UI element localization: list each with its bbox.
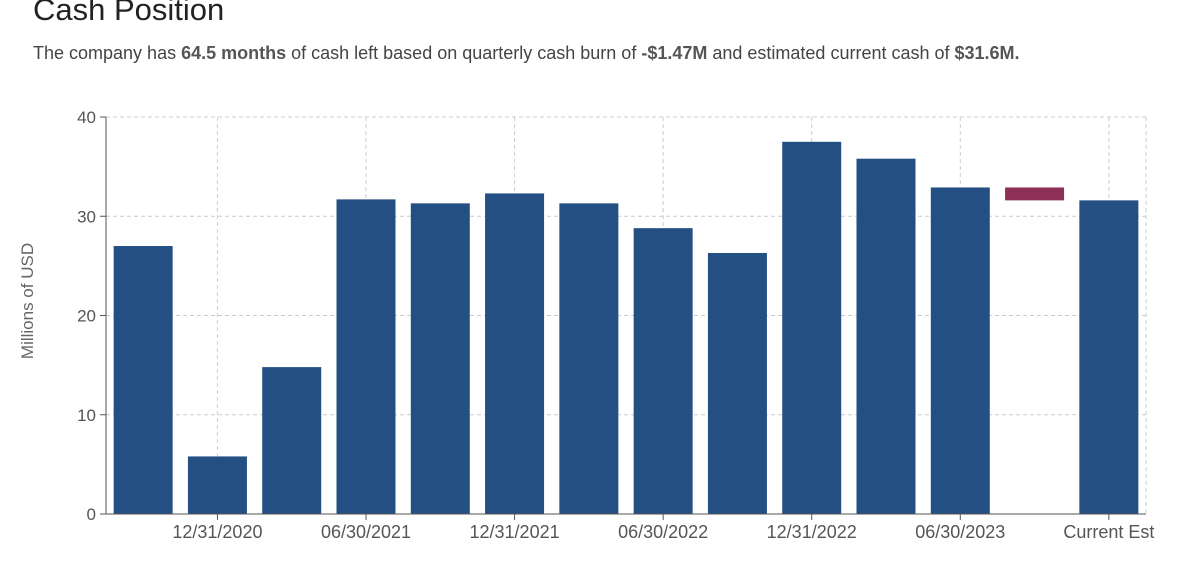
cash-summary: The company has 64.5 months of cash left… bbox=[33, 43, 1020, 64]
current-cash-value: $31.6M. bbox=[954, 43, 1020, 63]
bar bbox=[856, 158, 916, 514]
bar bbox=[633, 228, 693, 514]
bar bbox=[485, 193, 545, 515]
x-tick-label: 06/30/2021 bbox=[321, 522, 411, 542]
x-tick-label: 06/30/2023 bbox=[915, 522, 1005, 542]
x-tick-label: Current Est bbox=[1063, 522, 1154, 542]
summary-middle-1: of cash left based on quarterly cash bur… bbox=[286, 43, 642, 63]
summary-middle-2: and estimated current cash of bbox=[707, 43, 955, 63]
x-tick-label: 06/30/2022 bbox=[618, 522, 708, 542]
bar bbox=[336, 199, 396, 514]
bar bbox=[559, 203, 619, 514]
bar bbox=[707, 252, 767, 514]
bar bbox=[113, 246, 173, 514]
y-tick-label: 10 bbox=[77, 406, 96, 425]
x-tick-label: 12/31/2021 bbox=[470, 522, 560, 542]
y-tick-label: 30 bbox=[77, 207, 96, 226]
y-tick-label: 40 bbox=[77, 108, 96, 127]
burn-bar bbox=[1005, 187, 1065, 201]
y-tick-label: 20 bbox=[77, 307, 96, 326]
chart-axes: 0 10 20 30 40 12/31/2020 06/30/2021 12/31/2021 0… bbox=[77, 108, 1154, 542]
page-title: Cash Position bbox=[33, 0, 225, 27]
x-tick-label: 12/31/2020 bbox=[172, 522, 262, 542]
x-tick-label: 12/31/2022 bbox=[767, 522, 857, 542]
bar bbox=[1079, 200, 1139, 514]
bar bbox=[187, 456, 247, 514]
y-axis-label: Millions of USD bbox=[18, 243, 37, 359]
chart-bars bbox=[113, 141, 1139, 515]
bar bbox=[410, 203, 470, 514]
bar bbox=[262, 367, 322, 514]
months-left-value: 64.5 months bbox=[181, 43, 287, 63]
y-tick-label: 0 bbox=[87, 505, 96, 524]
bar bbox=[782, 141, 842, 514]
cash-burn-value: -$1.47M bbox=[641, 43, 708, 63]
chart-grid bbox=[106, 116, 1147, 514]
summary-prefix: The company has bbox=[33, 43, 182, 63]
bar bbox=[930, 187, 990, 514]
